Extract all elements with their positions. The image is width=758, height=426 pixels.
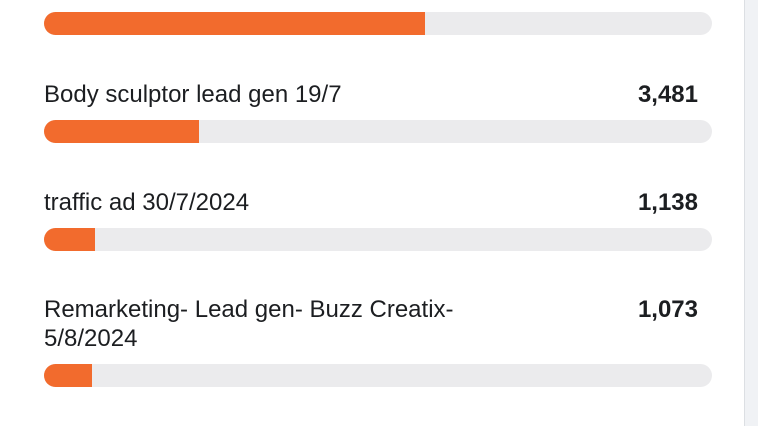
progress-bar — [44, 120, 200, 143]
progress-track — [44, 120, 712, 143]
progress-bar — [44, 12, 425, 35]
item-value: 3,481 — [637, 81, 698, 108]
progress-track — [44, 364, 712, 387]
item-label: Body sculptor lead gen 19/7 — [44, 81, 342, 108]
item-label: traffic ad 30/7/2024 — [44, 189, 250, 216]
item-value: 1,073 — [637, 296, 698, 323]
progress-track — [44, 228, 712, 251]
progress-bar — [44, 228, 95, 251]
item-value: 1,138 — [637, 189, 698, 216]
progress-bar — [44, 364, 92, 387]
item-label: Remarketing- Lead gen- Buzz Creatix- 5/8… — [44, 296, 454, 352]
progress-track — [44, 12, 712, 35]
